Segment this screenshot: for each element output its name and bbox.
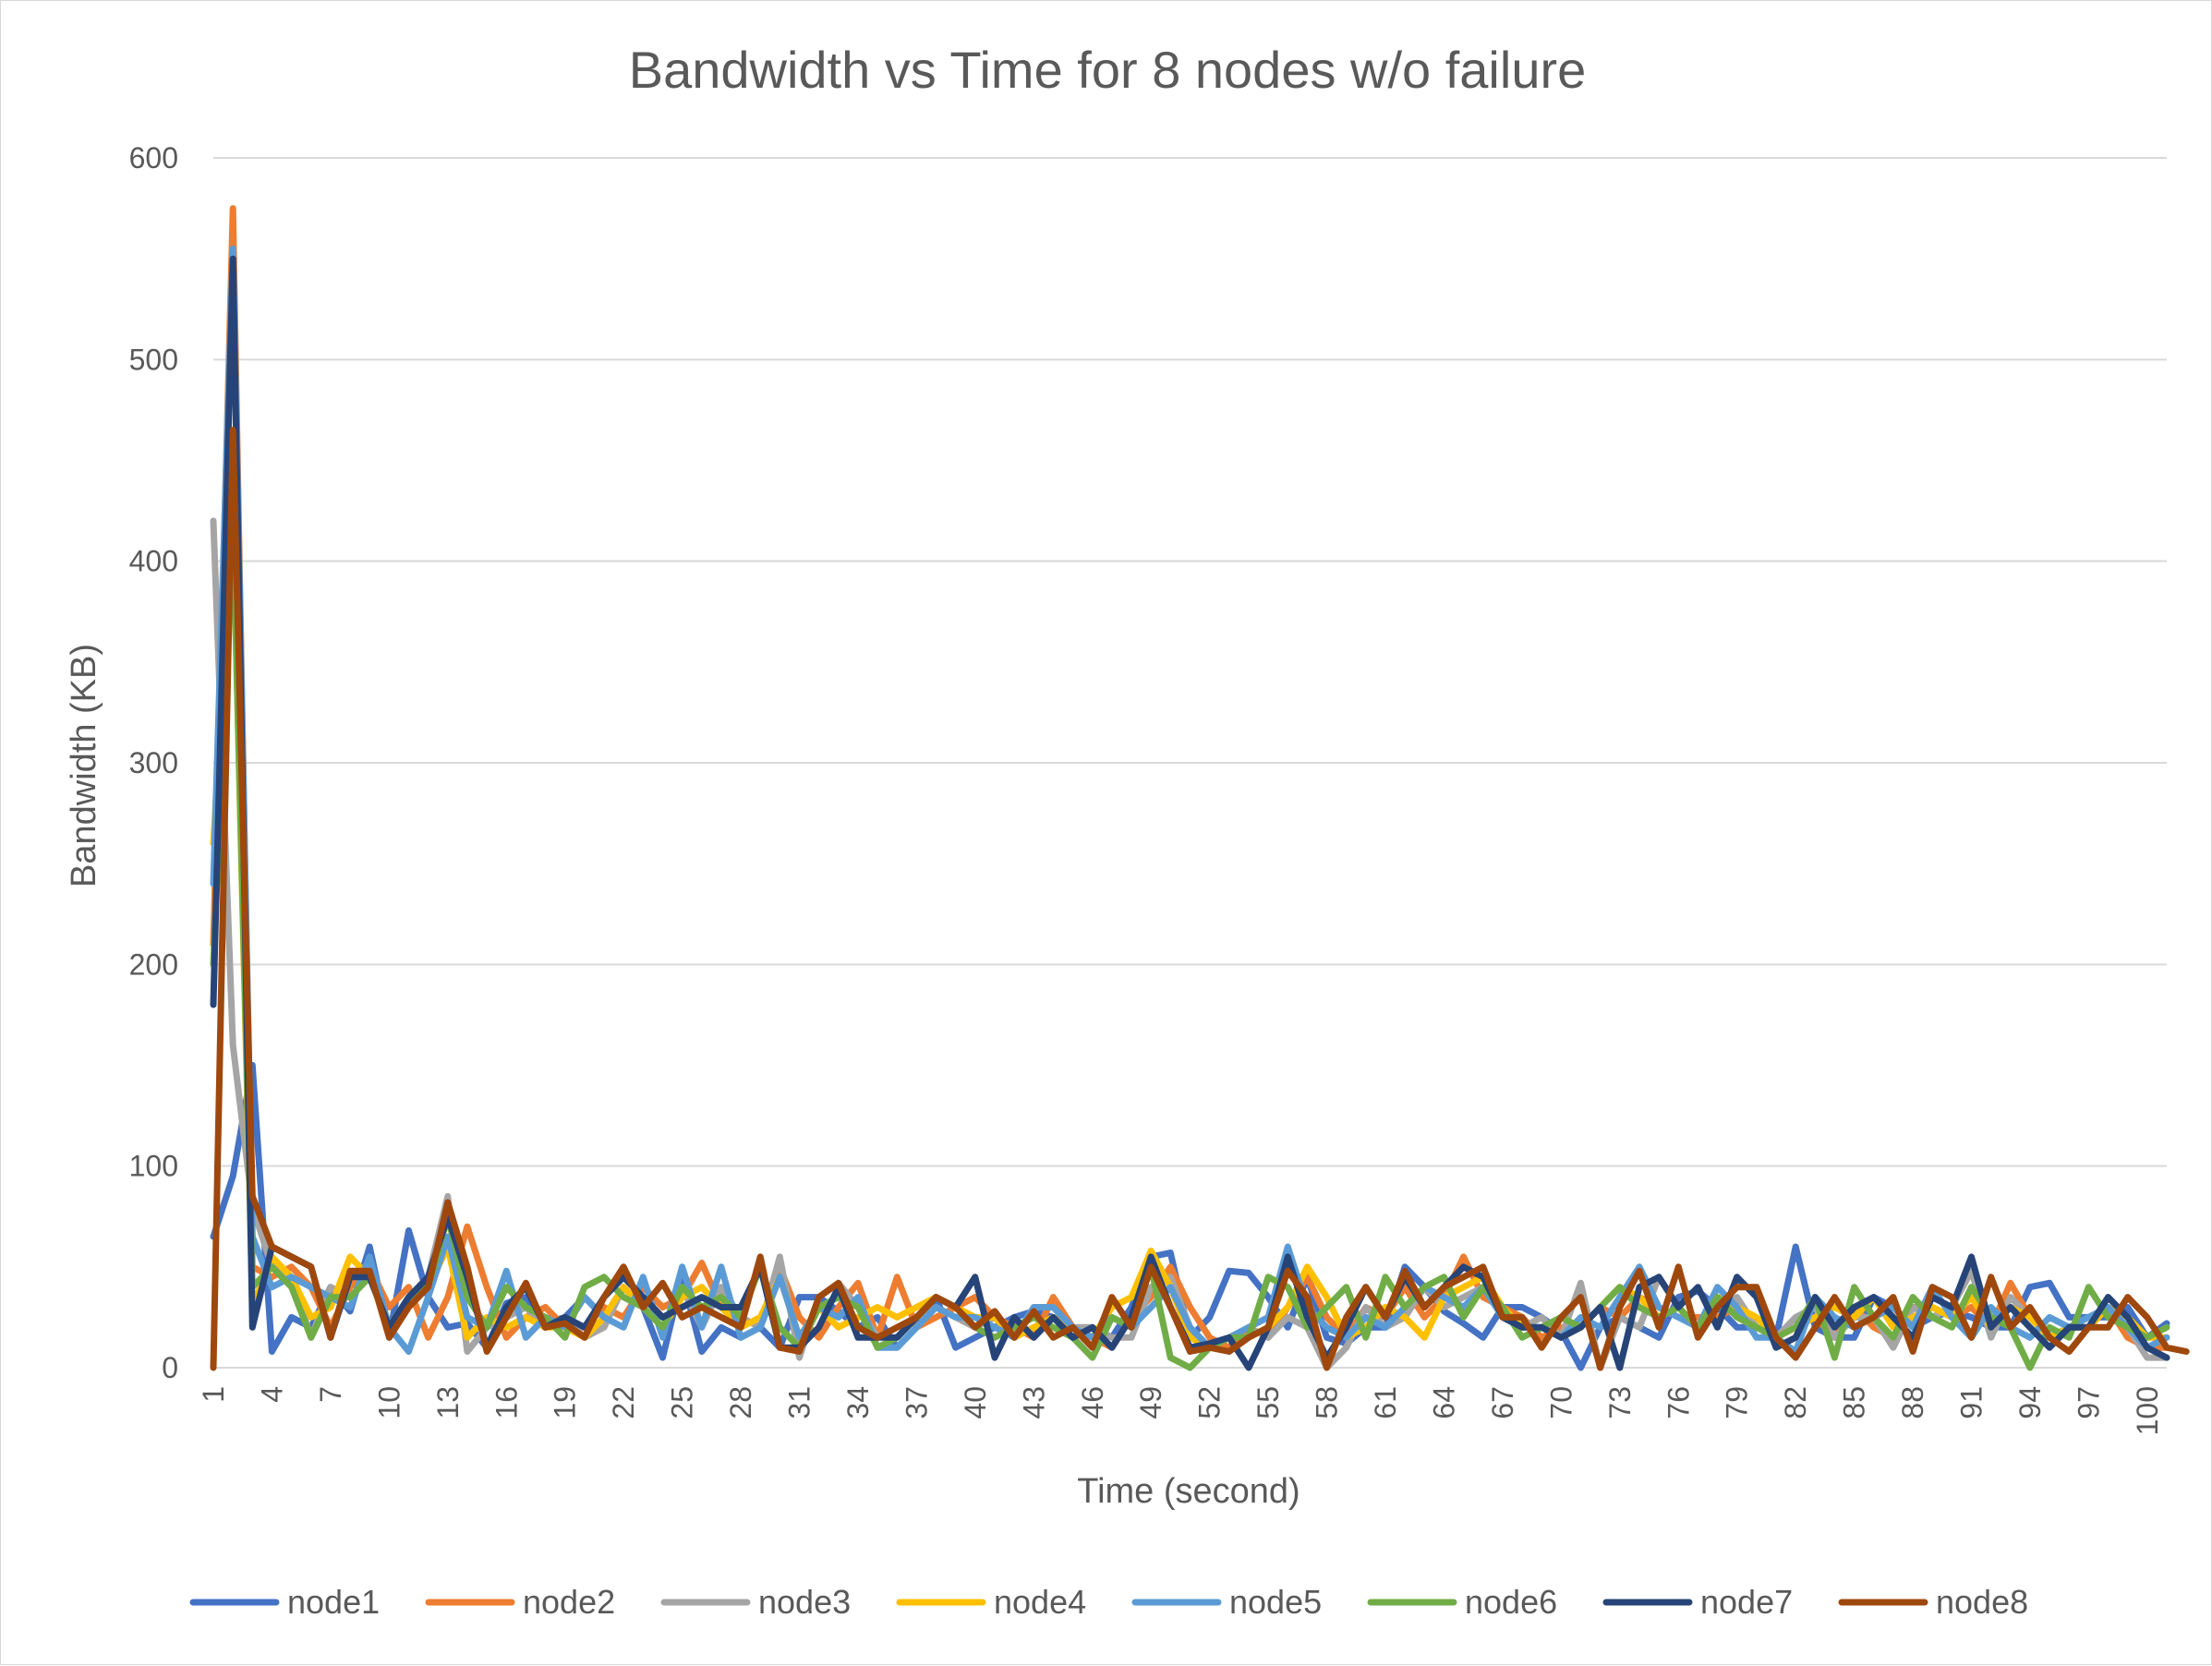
legend-label-node5: node5: [1229, 1583, 1322, 1621]
x-tick-label: 67: [1486, 1386, 1519, 1419]
legend-label-node6: node6: [1465, 1583, 1557, 1621]
x-tick-label: 25: [666, 1386, 699, 1419]
series-line-node2: [210, 205, 2170, 1351]
x-tick-label: 31: [783, 1386, 816, 1419]
series-line-node7: [210, 255, 2170, 1371]
y-tick-label: 500: [129, 343, 178, 376]
x-tick-label: 91: [1955, 1386, 1988, 1419]
x-tick-label: 28: [724, 1386, 757, 1419]
series-line-node4: [210, 517, 2170, 1351]
x-tick-label: 16: [490, 1386, 523, 1419]
series-lines: [210, 205, 2190, 1371]
x-tick-label: 79: [1721, 1386, 1754, 1419]
x-tick-label: 88: [1896, 1386, 1929, 1419]
x-tick-label: 37: [900, 1386, 933, 1419]
x-tick-label: 82: [1779, 1386, 1812, 1419]
gridlines: [213, 157, 2167, 1369]
series-line-node8: [210, 427, 2190, 1371]
x-tick-label: 97: [2072, 1386, 2105, 1419]
legend-label-node4: node4: [994, 1583, 1086, 1621]
y-axis-title: Bandwidth (KB): [65, 644, 103, 887]
x-tick-label: 4: [255, 1386, 288, 1403]
y-tick-label: 200: [129, 948, 178, 981]
legend-label-node8: node8: [1936, 1583, 2028, 1621]
y-tick-label: 0: [162, 1351, 178, 1384]
series-line-node5: [210, 245, 2170, 1355]
x-tick-label: 61: [1369, 1386, 1402, 1419]
x-tick-label: 52: [1193, 1386, 1227, 1419]
chart-title: Bandwidth vs Time for 8 nodes w/o failur…: [629, 41, 1587, 99]
x-tick-label: 85: [1838, 1386, 1871, 1419]
y-tick-label: 600: [129, 141, 178, 175]
legend-label-node2: node2: [523, 1583, 615, 1621]
legend: node1 node2 node3 node4 node5 node6 node7 node8: [189, 1583, 2028, 1621]
x-tick-label: 49: [1134, 1386, 1167, 1419]
x-tick-label: 40: [959, 1386, 992, 1419]
x-tick-label: 43: [1017, 1386, 1050, 1419]
x-tick-label: 46: [1076, 1386, 1109, 1419]
x-tick-label: 73: [1603, 1386, 1637, 1419]
y-tick-label: 400: [129, 545, 178, 578]
x-tick-label: 7: [314, 1386, 347, 1403]
y-tick-label: 100: [129, 1150, 178, 1183]
y-tick-label: 300: [129, 746, 178, 779]
x-tick-label: 100: [2131, 1386, 2164, 1435]
legend-label-node7: node7: [1700, 1583, 1793, 1621]
x-tick-label: 19: [549, 1386, 582, 1419]
x-tick-label: 22: [607, 1386, 640, 1419]
x-tick-label: 64: [1427, 1386, 1460, 1419]
x-tick-labels: 1 4 7 10 13 16 19 22 25 28 31 34 37 40 43 46 49 52 55 58 61 6…: [197, 1386, 2164, 1435]
x-tick-label: 76: [1662, 1386, 1695, 1419]
x-tick-label: 1: [197, 1386, 230, 1403]
legend-label-node1: node1: [287, 1583, 380, 1621]
x-tick-label: 70: [1544, 1386, 1577, 1419]
legend-label-node3: node3: [758, 1583, 851, 1621]
x-tick-label: 10: [372, 1386, 405, 1419]
x-tick-label: 13: [431, 1386, 465, 1419]
x-tick-label: 55: [1251, 1386, 1285, 1419]
x-tick-label: 34: [841, 1386, 875, 1419]
x-tick-label: 58: [1311, 1386, 1344, 1419]
series-line-node6: [210, 517, 2170, 1371]
x-tick-label: 94: [2013, 1386, 2047, 1419]
y-tick-labels: 0 100 200 300 400 500 600: [129, 141, 178, 1384]
series-line-node3: [210, 517, 2170, 1371]
x-axis-title: Time (second): [1077, 1472, 1299, 1511]
